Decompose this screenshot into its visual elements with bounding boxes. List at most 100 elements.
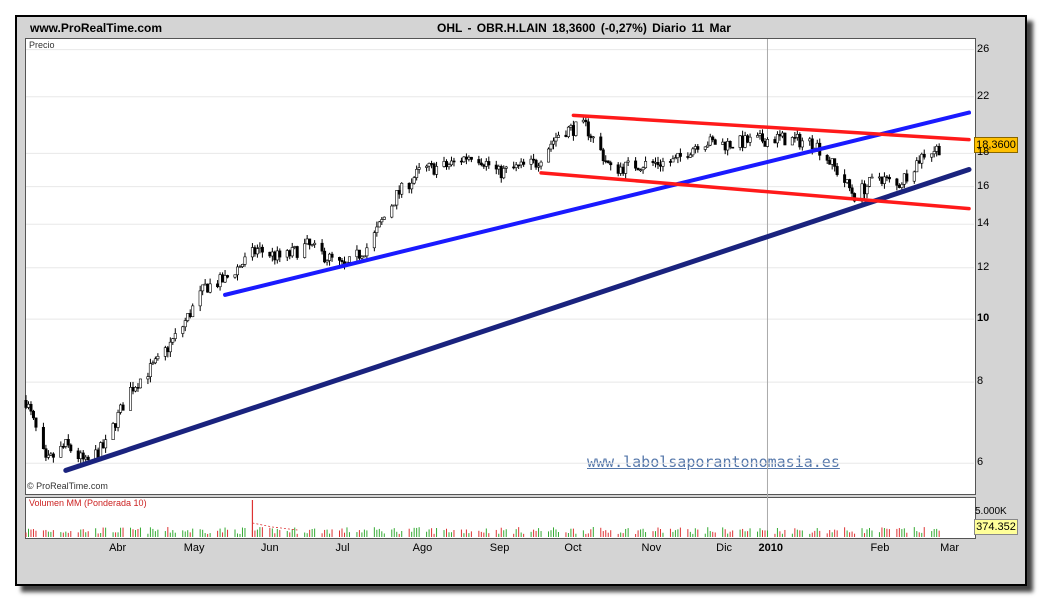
candle-body	[780, 132, 784, 137]
candle-body	[340, 260, 344, 262]
candle-body	[357, 249, 361, 259]
x-tick-label: Jul	[335, 542, 350, 554]
candle-body	[26, 403, 30, 408]
candle-body	[449, 160, 453, 166]
candle-body	[569, 125, 573, 128]
candle-body	[313, 242, 317, 245]
candle-body	[464, 156, 468, 160]
candle-body	[114, 423, 118, 428]
candle-body	[746, 135, 750, 143]
candle-body	[833, 158, 837, 167]
candle-body	[447, 164, 451, 168]
candle-body	[163, 347, 167, 357]
candle-body	[417, 167, 421, 170]
candle-body	[323, 250, 327, 263]
candle-body	[880, 176, 884, 184]
site-label[interactable]: www.ProRealTime.com	[30, 21, 163, 35]
candle-body	[930, 153, 934, 158]
candle-body	[721, 141, 725, 145]
candle-body	[305, 238, 309, 245]
candle-body	[673, 157, 677, 160]
candle-body	[104, 439, 108, 449]
candle-body	[887, 176, 891, 180]
x-tick-label: Oct	[564, 542, 582, 554]
candle-body	[504, 166, 508, 169]
candle-body	[186, 313, 190, 321]
candle-body	[151, 362, 155, 365]
candle-body	[86, 456, 90, 461]
candle-body	[917, 160, 921, 164]
candle-body	[900, 183, 904, 188]
candle-body	[606, 160, 610, 163]
candle-body	[549, 143, 553, 150]
candle-body	[191, 305, 195, 318]
candle-body	[624, 161, 628, 174]
candle-body	[497, 166, 501, 170]
candle-body	[34, 417, 38, 428]
candle-body	[668, 161, 672, 163]
candle-body	[171, 338, 175, 343]
red-trendline	[539, 171, 971, 211]
y-tick-label: 8	[977, 375, 984, 388]
candle-body	[233, 274, 237, 278]
candle-body	[626, 160, 630, 163]
candle-body	[61, 446, 65, 448]
x-tick-label: 2010	[758, 542, 783, 554]
candle-body	[574, 121, 578, 136]
volume-ma-line	[252, 522, 298, 531]
y-tick-label: 6	[977, 456, 984, 469]
candle-body	[288, 250, 292, 257]
candle-body	[432, 163, 436, 175]
chart-window: www.ProRealTime.com OHL - OBR.H.LAIN 18,…	[15, 15, 1027, 586]
candle-body	[208, 283, 212, 293]
candle-body	[435, 166, 439, 175]
candle-body	[59, 446, 63, 458]
candle-body	[111, 423, 115, 441]
candle-body	[260, 246, 264, 253]
candle-body	[517, 164, 521, 167]
candle-body	[84, 456, 88, 460]
candle-body	[537, 165, 541, 168]
watermark-link[interactable]: www.labolsaporantonomasia.es	[587, 453, 840, 471]
candle-body	[407, 182, 411, 190]
candle-body	[586, 121, 590, 137]
candle-body	[303, 243, 307, 258]
candle-body	[741, 135, 745, 148]
candle-body	[201, 284, 205, 292]
candle-body	[743, 135, 747, 148]
candle-body	[44, 448, 48, 458]
candle-body	[619, 166, 623, 174]
candle-body	[726, 141, 730, 151]
candle-body	[467, 156, 471, 160]
x-tick-label: Jun	[260, 542, 279, 554]
volume-panel-label: Volumen MM (Ponderada 10)	[29, 498, 147, 508]
candle-body	[148, 363, 152, 377]
candle-body	[119, 404, 123, 413]
candle-body	[380, 219, 384, 223]
candle-body	[362, 255, 366, 258]
candle-body	[915, 160, 919, 173]
candle-body	[795, 134, 799, 138]
candle-body	[96, 449, 100, 459]
y-tick-label: 18	[977, 146, 990, 159]
candle-body	[850, 187, 854, 194]
candle-body	[808, 138, 812, 142]
candle-body	[484, 161, 488, 167]
candle-body	[427, 163, 431, 167]
candle-body	[539, 161, 543, 167]
candle-body	[166, 347, 170, 353]
candle-body	[905, 173, 909, 182]
candle-body	[410, 182, 414, 190]
price-panel[interactable]	[25, 38, 976, 495]
candle-body	[131, 387, 135, 392]
candle-body	[609, 162, 613, 166]
candle-body	[268, 251, 272, 257]
candle-body	[188, 313, 192, 318]
x-tick-label: Feb	[870, 542, 890, 554]
candle-body	[365, 247, 369, 257]
last-price-badge: 18,3600	[974, 137, 1018, 153]
candle-body	[581, 119, 585, 123]
volume-scale-label: 5.000K	[975, 506, 1007, 517]
candle-body	[273, 251, 277, 261]
y-tick-label: 14	[977, 217, 990, 230]
